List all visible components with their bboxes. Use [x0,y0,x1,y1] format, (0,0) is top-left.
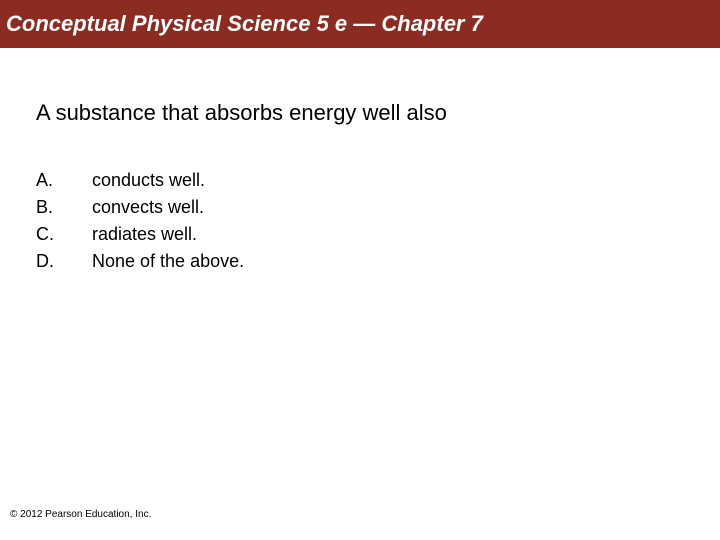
option-row: B. convects well. [36,197,684,218]
option-letter: C. [36,224,92,245]
options-list: A. conducts well. B. convects well. C. r… [36,170,684,272]
option-row: A. conducts well. [36,170,684,191]
option-text: radiates well. [92,224,197,245]
option-text: None of the above. [92,251,244,272]
option-row: C. radiates well. [36,224,684,245]
option-letter: B. [36,197,92,218]
content-area: A substance that absorbs energy well als… [0,48,720,272]
header-bar: Conceptual Physical Science 5 e — Chapte… [0,0,720,48]
option-text: conducts well. [92,170,205,191]
option-row: D. None of the above. [36,251,684,272]
option-letter: A. [36,170,92,191]
option-letter: D. [36,251,92,272]
header-title: Conceptual Physical Science 5 e — Chapte… [6,11,483,37]
copyright-text: © 2012 Pearson Education, Inc. [10,509,151,520]
question-text: A substance that absorbs energy well als… [36,100,684,126]
option-text: convects well. [92,197,204,218]
